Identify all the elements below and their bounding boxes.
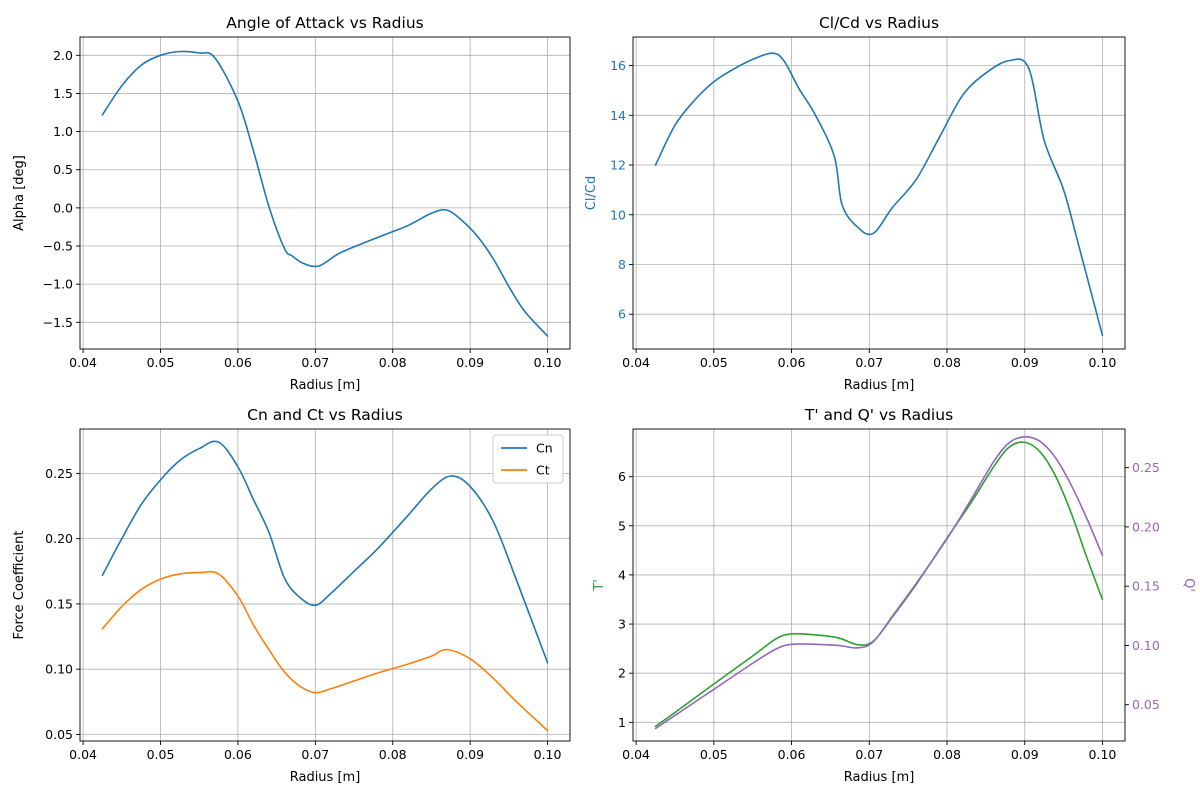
y-tick-label: 16 [610, 58, 626, 73]
x-tick-label: 0.05 [700, 355, 728, 370]
y-right-tick-label: 0.25 [1132, 460, 1160, 475]
series-line-q [654, 436, 1104, 730]
x-tick-label: 0.09 [1011, 355, 1039, 370]
y-tick-label: 8 [618, 257, 626, 272]
chart-title: T' and Q' vs Radius [804, 406, 953, 424]
y-tick-label: 10 [610, 207, 626, 222]
x-tick-label: 0.06 [778, 355, 806, 370]
y-right-tick-label: 0.10 [1132, 638, 1160, 653]
y-right-axis-label: Q' [1181, 578, 1196, 592]
y-tick-label: 12 [610, 158, 626, 173]
y-tick-label: 1.0 [53, 124, 73, 139]
y-right-tick-label: 0.05 [1132, 697, 1160, 712]
chart-panel-2: 0.04 0.05 0.06 0.07 0.08 0.09 0.10 6 8 10 12 14 16 Cl… [584, 14, 1126, 393]
series-line-s0 [101, 50, 549, 337]
y-tick-label: 0.5 [53, 162, 73, 177]
series-line-cn [101, 440, 549, 664]
x-tick-label: 0.07 [855, 355, 883, 370]
y-tick-label: 2.0 [53, 48, 73, 63]
y-right-tick-label: 0.15 [1132, 579, 1160, 594]
x-tick-label: 0.10 [534, 355, 562, 370]
y-tick-label: 1.5 [53, 86, 73, 101]
x-tick-label: 0.04 [622, 355, 650, 370]
y-tick-label: 14 [610, 108, 626, 123]
y-tick-label: 0.0 [53, 200, 73, 215]
legend: Cn Ct [492, 434, 564, 484]
chart-title: Cn and Ct vs Radius [247, 406, 403, 424]
plot-frame [79, 428, 571, 742]
x-tick-label: 0.09 [456, 747, 484, 762]
x-tick-label: 0.09 [1011, 747, 1039, 762]
x-tick-label: 0.07 [301, 355, 329, 370]
x-axis-label: Radius [m] [290, 378, 361, 393]
y-tick-label: 6 [618, 469, 626, 484]
x-tick-label: 0.10 [1089, 747, 1117, 762]
series-line-s0 [654, 52, 1104, 337]
legend-label-cn: Cn [536, 441, 553, 456]
legend-box [492, 434, 564, 484]
x-tick-label: 0.04 [622, 747, 650, 762]
y-axis-label: Alpha [deg] [12, 155, 27, 231]
y-axis-label: T' [592, 579, 607, 592]
x-tick-label: 0.04 [69, 355, 97, 370]
chart-title: Cl/Cd vs Radius [819, 14, 939, 32]
plot-frame [632, 428, 1126, 742]
chart-panel-4: 0.04 0.05 0.06 0.07 0.08 0.09 0.10 1 2 3 4 5 6 0.05 0.… [592, 406, 1196, 785]
y-tick-label: 6 [618, 307, 626, 322]
y-tick-label: 0.25 [45, 466, 73, 481]
chart-title: Angle of Attack vs Radius [226, 14, 423, 32]
x-tick-label: 0.05 [147, 747, 175, 762]
y-tick-label: −1.5 [43, 315, 73, 330]
y-axis-label: Cl/Cd [584, 176, 599, 210]
y-tick-label: 0.15 [45, 596, 73, 611]
y-tick-label: 3 [618, 617, 626, 632]
y-right-tick-label: 0.20 [1132, 519, 1160, 534]
x-axis-label: Radius [m] [844, 770, 915, 785]
x-tick-label: 0.06 [224, 747, 252, 762]
x-tick-label: 0.07 [855, 747, 883, 762]
x-tick-label: 0.10 [534, 747, 562, 762]
x-tick-label: 0.08 [379, 747, 407, 762]
x-tick-label: 0.04 [69, 747, 97, 762]
x-tick-label: 0.05 [700, 747, 728, 762]
chart-panel-1: 0.04 0.05 0.06 0.07 0.08 0.09 0.10 −1.5 −1.0 −0.5… [12, 14, 571, 393]
x-tick-label: 0.06 [224, 355, 252, 370]
y-tick-label: 4 [618, 567, 626, 582]
x-axis-label: Radius [m] [844, 378, 915, 393]
y-tick-label: −0.5 [43, 239, 73, 254]
y-tick-label: −1.0 [43, 277, 73, 292]
plot-frame [632, 36, 1126, 350]
x-tick-label: 0.08 [933, 355, 961, 370]
y-tick-label: 0.10 [45, 662, 73, 677]
x-tick-label: 0.07 [301, 747, 329, 762]
y-tick-label: 0.20 [45, 531, 73, 546]
x-tick-label: 0.10 [1089, 355, 1117, 370]
x-tick-label: 0.08 [933, 747, 961, 762]
y-axis-label: Force Coefficient [12, 531, 27, 640]
chart-panel-3: 0.04 0.05 0.06 0.07 0.08 0.09 0.10 0.05 0.10 0.15… [12, 406, 571, 785]
x-tick-label: 0.05 [147, 355, 175, 370]
x-tick-label: 0.06 [778, 747, 806, 762]
series-line-ct [101, 570, 549, 732]
plot-frame [79, 36, 571, 350]
y-tick-label: 5 [618, 518, 626, 533]
x-axis-label: Radius [m] [290, 770, 361, 785]
legend-label-ct: Ct [536, 463, 550, 478]
x-tick-label: 0.08 [379, 355, 407, 370]
y-tick-label: 2 [618, 666, 626, 681]
x-tick-label: 0.09 [456, 355, 484, 370]
y-tick-label: 0.05 [45, 727, 73, 742]
y-tick-label: 1 [618, 715, 626, 730]
